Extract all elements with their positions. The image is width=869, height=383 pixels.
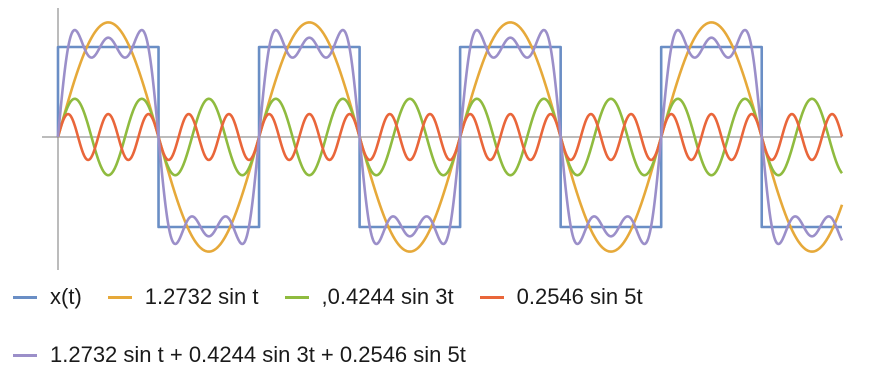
series-sin-5t-line — [56, 112, 844, 162]
series-sin-3t-line — [56, 97, 844, 177]
series-xt-line — [56, 45, 842, 229]
legend-swatch-sin-3t — [284, 295, 309, 299]
legend-item-sin-5t: 0.2546 sin 5t — [479, 284, 643, 310]
series-sum-line — [56, 28, 844, 246]
legend-swatch-sum — [13, 353, 37, 357]
legend-label-sum: 1.2732 sin t + 0.4244 sin 3t + 0.2546 si… — [50, 342, 466, 367]
chart-plot — [42, 8, 844, 270]
legend-label-sin-t: 1.2732 sin t — [144, 284, 259, 309]
legend-item-sum: 1.2732 sin t + 0.4244 sin 3t + 0.2546 si… — [13, 342, 466, 368]
legend-item-sin-3t: ,0.4244 sin 3t — [284, 284, 454, 310]
legend-label-sin-3t: ,0.4244 sin 3t — [321, 284, 454, 309]
chart-series-lines — [56, 21, 844, 253]
legend-swatch-sin-t — [107, 295, 132, 299]
legend-row-1: x(t) 1.2732 sin t ,0.4244 sin 3t 0.2546 … — [0, 284, 669, 310]
legend-swatch-xt — [13, 295, 37, 299]
series-sin-t-line — [56, 21, 844, 253]
legend-swatch-sin-5t — [479, 295, 504, 299]
legend-row-2: 1.2732 sin t + 0.4244 sin 3t + 0.2546 si… — [0, 342, 466, 368]
legend-label-sin-5t: 0.2546 sin 5t — [516, 284, 643, 309]
legend-item-sin-t: 1.2732 sin t — [107, 284, 259, 310]
legend-label-xt: x(t) — [50, 284, 82, 309]
legend-item-xt: x(t) — [13, 284, 82, 310]
